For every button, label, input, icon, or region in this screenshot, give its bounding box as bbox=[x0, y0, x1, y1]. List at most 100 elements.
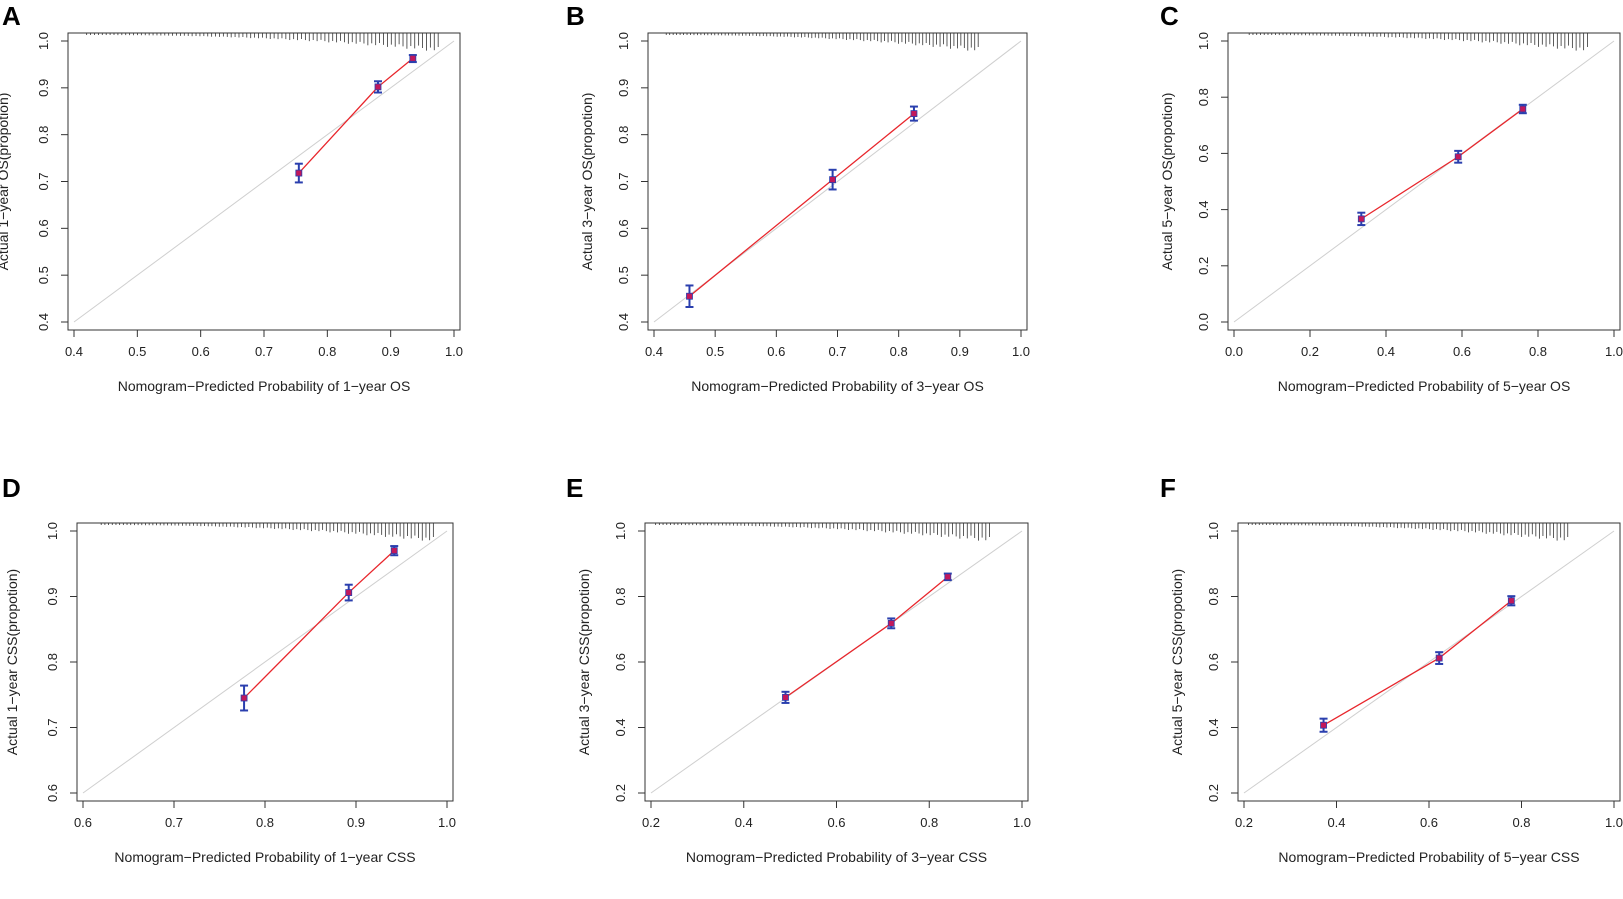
y-axis-title: Actual 1−year CSS(propotion) bbox=[4, 569, 20, 755]
panel-letter: E bbox=[566, 473, 583, 503]
x-tick-label: 1.0 bbox=[1605, 815, 1623, 830]
y-tick-label: 0.6 bbox=[45, 784, 60, 802]
y-tick-label: 0.2 bbox=[1196, 257, 1211, 275]
panel-c: C 0.0 0.2 0.4 0.6 0.8 1.0 0.0 0.2 0.4 0.6 0.8 1.0 Nom… bbox=[1159, 1, 1623, 394]
data-point bbox=[829, 176, 837, 184]
y-tick-label: 0.8 bbox=[36, 126, 51, 144]
x-tick-label: 0.4 bbox=[65, 344, 83, 359]
y-tick-label: 1.0 bbox=[1206, 522, 1221, 540]
y-tick-label: 0.7 bbox=[616, 172, 631, 190]
panel-letter: F bbox=[1160, 473, 1176, 503]
data-point bbox=[1507, 597, 1515, 605]
data-point bbox=[345, 589, 353, 596]
calibration-line bbox=[689, 113, 915, 297]
x-axis-title: Nomogram−Predicted Probability of 5−year… bbox=[1278, 378, 1571, 394]
x-tick-label: 0.8 bbox=[256, 815, 274, 830]
x-tick-label: 0.4 bbox=[1377, 344, 1395, 359]
y-tick-label: 0.4 bbox=[1206, 718, 1221, 736]
x-tick-label: 0.4 bbox=[735, 815, 753, 830]
panel-e: E 0.2 0.4 0.6 0.8 1.0 0.2 0.4 0.6 0.8 1.0 Nomogram−… bbox=[566, 473, 1031, 865]
x-tick-label: 0.2 bbox=[1235, 815, 1253, 830]
y-tick-label: 0.9 bbox=[616, 79, 631, 97]
panel-d: D 0.6 0.7 0.8 0.9 1.0 0.6 0.7 0.8 0.9 1.0 Nomogram−… bbox=[2, 473, 456, 865]
y-tick-label: 0.8 bbox=[1196, 88, 1211, 106]
x-tick-label: 0.0 bbox=[1225, 344, 1243, 359]
ideal-diagonal-line bbox=[82, 530, 448, 794]
x-tick-label: 1.0 bbox=[438, 815, 456, 830]
x-tick-label: 0.4 bbox=[645, 344, 663, 359]
y-tick-label: 1.0 bbox=[1196, 32, 1211, 50]
y-tick-label: 0.8 bbox=[616, 126, 631, 144]
data-point bbox=[240, 694, 248, 702]
y-tick-label: 1.0 bbox=[613, 522, 628, 540]
x-tick-label: 0.6 bbox=[827, 815, 845, 830]
y-tick-label: 0.9 bbox=[45, 587, 60, 605]
plot-frame bbox=[1227, 32, 1621, 331]
x-tick-label: 0.9 bbox=[347, 815, 365, 830]
y-tick-label: 0.9 bbox=[36, 79, 51, 97]
y-tick-label: 0.6 bbox=[36, 219, 51, 237]
y-tick-label: 1.0 bbox=[36, 32, 51, 50]
rug-ticks bbox=[1248, 33, 1588, 51]
calibration-line bbox=[298, 57, 414, 174]
y-tick-label: 0.2 bbox=[613, 784, 628, 802]
panel-letter: B bbox=[566, 1, 585, 31]
y-tick-label: 0.6 bbox=[613, 653, 628, 671]
y-tick-label: 0.6 bbox=[1196, 144, 1211, 162]
y-tick-label: 0.2 bbox=[1206, 784, 1221, 802]
x-tick-label: 0.9 bbox=[951, 344, 969, 359]
ideal-diagonal-line bbox=[73, 40, 455, 323]
rug-ticks bbox=[86, 33, 439, 51]
y-axis-title: Actual 1−year OS(propotion) bbox=[0, 93, 11, 271]
y-axis-title: Actual 3−year CSS(propotion) bbox=[576, 569, 592, 755]
data-point bbox=[295, 169, 303, 177]
y-axis-title: Actual 5−year OS(propotion) bbox=[1159, 93, 1175, 271]
calibration-line bbox=[1323, 600, 1512, 726]
x-tick-label: 0.8 bbox=[1512, 815, 1530, 830]
data-point bbox=[390, 547, 398, 555]
y-tick-label: 0.7 bbox=[36, 172, 51, 190]
y-tick-label: 0.0 bbox=[1196, 313, 1211, 331]
panel-b: B 0.4 0.5 0.6 0.7 0.8 0.9 1.0 0.4 0.5 0.6 0.7 0.8 0.9… bbox=[566, 1, 1030, 394]
x-axis-title: Nomogram−Predicted Probability of 3−year… bbox=[686, 849, 987, 865]
panel-letter: D bbox=[2, 473, 21, 503]
data-point bbox=[1519, 105, 1527, 113]
y-tick-label: 0.4 bbox=[36, 313, 51, 331]
x-tick-label: 0.4 bbox=[1327, 815, 1345, 830]
x-axis-title: Nomogram−Predicted Probability of 3−year… bbox=[691, 378, 984, 394]
data-point bbox=[782, 693, 789, 701]
x-tick-label: 0.7 bbox=[828, 344, 846, 359]
x-tick-label: 0.6 bbox=[192, 344, 210, 359]
x-tick-label: 0.7 bbox=[255, 344, 273, 359]
x-tick-label: 1.0 bbox=[1605, 344, 1623, 359]
x-tick-label: 0.5 bbox=[706, 344, 724, 359]
rug-ticks bbox=[655, 523, 990, 541]
x-tick-label: 1.0 bbox=[445, 344, 463, 359]
data-point bbox=[409, 54, 417, 62]
y-tick-label: 0.5 bbox=[36, 266, 51, 284]
x-tick-label: 0.9 bbox=[382, 344, 400, 359]
y-tick-label: 0.7 bbox=[45, 718, 60, 736]
y-tick-label: 0.8 bbox=[613, 587, 628, 605]
calibration-line bbox=[785, 576, 949, 698]
x-tick-label: 0.6 bbox=[767, 344, 785, 359]
rug-ticks bbox=[100, 523, 434, 541]
y-tick-label: 0.6 bbox=[1206, 653, 1221, 671]
y-axis-title: Actual 3−year OS(propotion) bbox=[579, 93, 595, 271]
panel-letter: C bbox=[1160, 1, 1179, 31]
data-point bbox=[887, 619, 895, 627]
x-tick-label: 0.2 bbox=[642, 815, 660, 830]
y-tick-label: 1.0 bbox=[616, 32, 631, 50]
y-tick-label: 0.5 bbox=[616, 266, 631, 284]
y-tick-label: 0.8 bbox=[45, 653, 60, 671]
x-tick-label: 1.0 bbox=[1012, 344, 1030, 359]
y-tick-label: 0.4 bbox=[616, 313, 631, 331]
y-tick-label: 0.8 bbox=[1206, 587, 1221, 605]
y-tick-label: 0.4 bbox=[1196, 201, 1211, 219]
x-tick-label: 0.6 bbox=[1420, 815, 1438, 830]
data-point bbox=[1320, 721, 1327, 729]
y-tick-label: 1.0 bbox=[45, 522, 60, 540]
x-tick-label: 0.8 bbox=[1529, 344, 1547, 359]
data-point bbox=[686, 292, 693, 300]
